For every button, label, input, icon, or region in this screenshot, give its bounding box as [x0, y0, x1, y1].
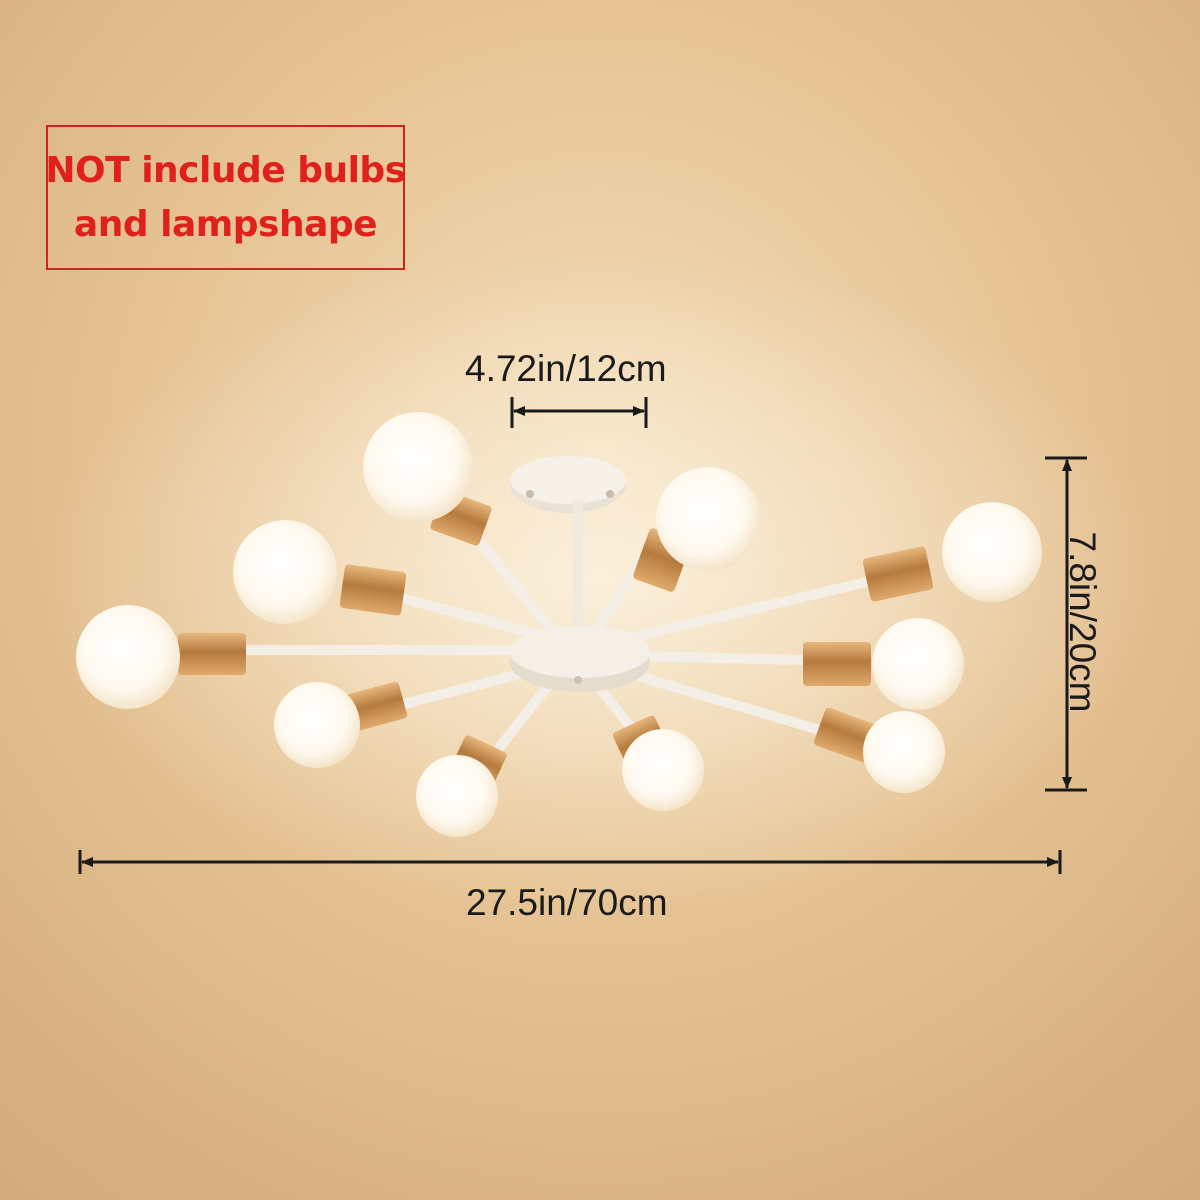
total-width-label: 27.5in/70cm: [466, 882, 668, 923]
socket: [813, 707, 879, 763]
bulb: [363, 412, 473, 522]
notice-box: NOT include bulbs and lampshape: [45, 125, 406, 270]
bulb: [863, 711, 945, 793]
bulb: [942, 502, 1042, 602]
socket: [178, 633, 246, 675]
bulb: [872, 618, 964, 710]
arm: [465, 525, 565, 645]
bulb: [233, 520, 337, 624]
arm: [385, 590, 565, 645]
notice-line-2: and lampshape: [73, 203, 378, 245]
arm: [595, 575, 880, 650]
notice-line-1: NOT include bulbs: [45, 149, 406, 191]
canopy-width-label: 4.72in/12cm: [465, 348, 667, 389]
bulb: [656, 467, 760, 571]
bulbs: [76, 412, 1042, 837]
ceiling-canopy: [510, 456, 626, 513]
bulb: [416, 755, 498, 837]
height-label: 7.8in/20cm: [1062, 531, 1103, 713]
socket: [803, 642, 871, 686]
bulb: [622, 729, 704, 811]
fixture-arms: [235, 525, 880, 765]
socket: [862, 546, 934, 602]
central-hub: [510, 626, 650, 692]
fixture-stem: [573, 500, 583, 630]
socket: [339, 564, 407, 616]
dimension-lines: [78, 397, 1087, 874]
bulb: [76, 605, 180, 709]
bulb: [274, 682, 360, 768]
